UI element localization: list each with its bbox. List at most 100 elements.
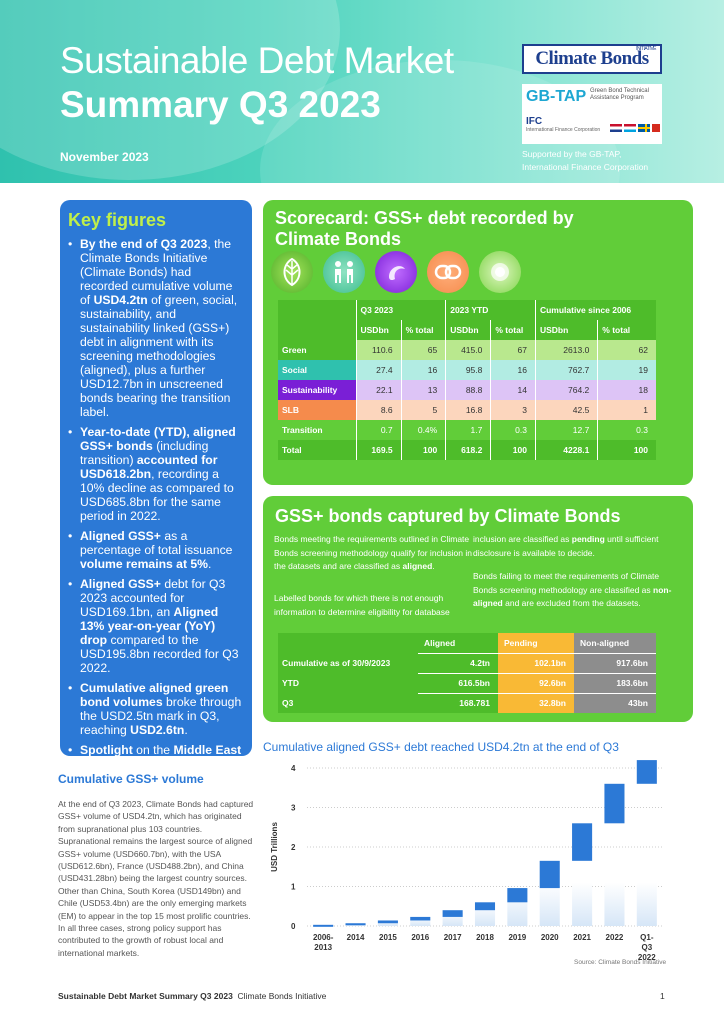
bar: [345, 923, 366, 926]
bar: [474, 902, 496, 911]
table-row: Cumulative as of 30/9/2023 4.2tn 102.1bn 91…: [278, 652, 656, 673]
table-cell: 13: [400, 380, 446, 400]
table-cell: 4228.1: [534, 440, 598, 460]
y-tick-label: 4: [291, 764, 296, 773]
ifc-logo: IFC International Finance Corporation: [526, 116, 600, 133]
key-figure-item: Spotlight on the Middle East and Africa: [68, 743, 242, 771]
row-label: Transition: [278, 420, 356, 440]
row-label: Total: [278, 440, 356, 460]
text-run: accounted for USD618.2bn: [80, 453, 218, 481]
table-cell: 19: [597, 360, 656, 380]
table-row: Transition 0.7 0.4% 1.7 0.3 12.7 0.3: [278, 420, 656, 440]
gbtap-logo: GB-TAP Green Bond Technical Assistance P…: [522, 84, 662, 144]
text-run: Spotlight: [80, 743, 133, 757]
key-figure-item: Aligned GSS+ as a percentage of total is…: [68, 529, 242, 571]
bar: [636, 760, 657, 784]
captured-p1: Bonds meeting the requirements outlined …: [274, 533, 472, 574]
table-cell: 2613.0: [534, 340, 598, 360]
table-corner: [278, 320, 356, 340]
flag-icon: [638, 124, 650, 132]
table-cell: 0.4%: [400, 420, 446, 440]
aligned-header: Aligned: [418, 633, 498, 653]
table-cell: 14: [490, 380, 536, 400]
x-tick-label: 2022: [606, 933, 624, 942]
table-cell: 16: [400, 360, 446, 380]
key-figures-panel: Key figures By the end of Q3 2023, the C…: [60, 200, 252, 771]
bar-shadow: [604, 882, 625, 926]
pending-header: Pending: [498, 633, 574, 653]
bar: [377, 920, 398, 924]
text-run: Cumulative aligned green bond volumes: [80, 681, 229, 709]
table-cell: 1.7: [445, 420, 491, 440]
slb-link-icon: [427, 251, 469, 293]
table-cell: 42.5: [534, 400, 598, 420]
row-label: Sustainability: [278, 380, 356, 400]
x-tick-label: Q1-Q3 2022: [638, 933, 656, 961]
row-label: Green: [278, 340, 356, 360]
text-run: Year-to-date (YTD), aligned GSS+ bonds: [80, 425, 236, 453]
sustainability-swirl-icon: [375, 251, 417, 293]
key-figure-item: Year-to-date (YTD), aligned GSS+ bonds (…: [68, 425, 242, 523]
y-tick-label: 0: [291, 922, 296, 931]
transition-glow-icon: [479, 251, 521, 293]
supported-by: Supported by the GB-TAP, International Fi…: [522, 148, 648, 174]
sub-header: USDbn: [445, 320, 491, 340]
bar-shadow: [636, 882, 657, 926]
bar: [572, 823, 593, 861]
chart-title: Cumulative aligned GSS+ debt reached USD…: [263, 740, 619, 754]
table-row: Total 169.5 100 618.2 100 4228.1 100: [278, 440, 656, 460]
bar: [410, 916, 431, 921]
text-run: Bonds meeting the requirements outlined …: [274, 534, 472, 571]
text-run: until sufficient disclosure is available…: [473, 534, 659, 558]
table-cell: 0.3: [597, 420, 656, 440]
x-tick-label: 2016: [411, 933, 429, 942]
bar-shadow: [572, 882, 593, 926]
x-tick-label: 2014: [347, 933, 365, 942]
x-tick-label: 2021: [573, 933, 591, 942]
bar-shadow: [410, 916, 431, 926]
bar: [539, 860, 560, 889]
key-figure-item: By the end of Q3 2023, the Climate Bonds…: [68, 237, 242, 419]
green-leaf-icon: [271, 251, 313, 293]
x-tick-label: 2017: [444, 933, 462, 942]
row-label: Cumulative as of 30/9/2023: [278, 653, 418, 673]
logo-text: Climate Bonds: [535, 48, 649, 69]
text-run: debt for Q3 2023 accounted for USD169.1b…: [80, 577, 226, 619]
table-cell: 22.1: [355, 380, 402, 400]
x-tick-label: 2020: [541, 933, 559, 942]
table-cell: 616.5bn: [418, 672, 498, 693]
text-run: Aligned GSS+: [80, 529, 161, 543]
text-run: Aligned GSS+: [80, 577, 161, 591]
key-figure-item: Aligned GSS+ debt for Q3 2023 accounted …: [68, 577, 242, 675]
table-cell: 102.1bn: [498, 652, 574, 673]
footer-title: Sustainable Debt Market Summary Q3 2023: [58, 991, 233, 1001]
table-cell: 32.8bn: [498, 692, 574, 713]
footer: Sustainable Debt Market Summary Q3 2023 …: [58, 991, 326, 1001]
table-cell: 18: [597, 380, 656, 400]
group-header: Cumulative since 2006: [534, 300, 656, 320]
captured-p2: Labelled bonds for which there is not en…: [274, 592, 469, 619]
title-line-2: Summary Q3 2023: [60, 84, 381, 125]
text-run: By the end of Q3 2023: [80, 237, 208, 251]
bar: [442, 910, 463, 917]
row-label: SLB: [278, 400, 356, 420]
table-corner: [278, 300, 356, 320]
gbtap-name: GB-TAP: [526, 88, 587, 105]
text-run: .: [184, 723, 188, 737]
publication-date: November 2023: [60, 150, 149, 164]
captured-table: Aligned Pending Non-aligned Cumulative a…: [278, 633, 656, 713]
key-figures-list: By the end of Q3 2023, the Climate Bonds…: [68, 237, 242, 771]
text-run: broke through the USD2.5tn mark in Q3, r…: [80, 695, 242, 737]
table-cell: 183.6bn: [574, 672, 656, 693]
table-cell: 168.781: [418, 692, 498, 713]
x-tick-label: 2006-2013: [313, 933, 334, 952]
table-cell: 43bn: [574, 692, 656, 713]
text-run: pending: [571, 534, 605, 544]
sub-header: USDbn: [355, 320, 402, 340]
scorecard-table: Q3 2023 2023 YTD Cumulative since 2006 U…: [278, 300, 656, 460]
captured-p3: inclusion are classified as pending unti…: [473, 533, 673, 560]
footer-org: Climate Bonds Initiative: [237, 991, 327, 1001]
table-corner: [278, 633, 418, 653]
text-run: (including transition): [80, 439, 209, 467]
text-run: on the: [132, 743, 174, 757]
